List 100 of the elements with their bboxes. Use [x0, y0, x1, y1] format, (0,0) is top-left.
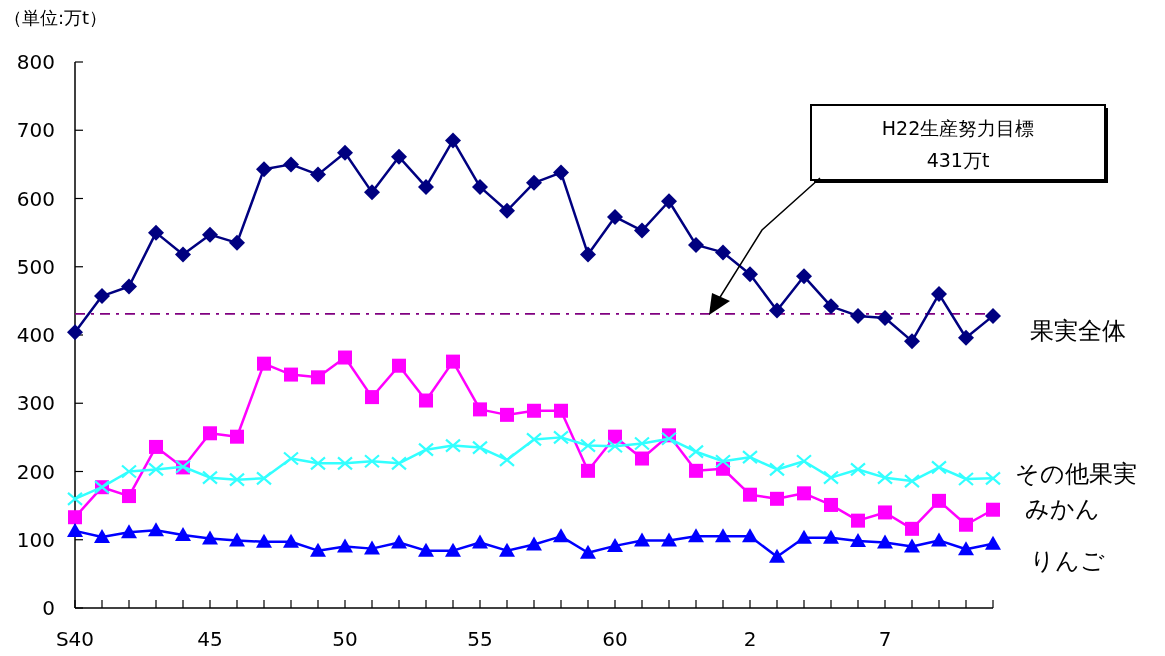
point [121, 524, 137, 539]
point [175, 526, 191, 541]
point [498, 452, 516, 467]
point [824, 497, 838, 512]
point [525, 432, 543, 447]
point [849, 462, 867, 477]
annotation: H22生産努力目標 431万t [881, 117, 1035, 171]
point [878, 505, 892, 520]
point [931, 532, 947, 547]
point [984, 471, 1002, 486]
point [418, 178, 434, 195]
point [336, 456, 354, 471]
point [957, 471, 975, 487]
x-tick-label: 60 [602, 627, 628, 651]
point [202, 530, 218, 545]
point [500, 407, 514, 422]
point [526, 174, 542, 191]
point [932, 493, 946, 508]
point [229, 234, 245, 251]
point [337, 538, 353, 553]
point [553, 528, 569, 543]
point [418, 542, 434, 557]
series-label: 果実全体 [1030, 317, 1126, 345]
point [743, 487, 757, 502]
point [985, 535, 1001, 550]
point [363, 454, 381, 469]
y-axis-title: （単位:万t） [4, 7, 108, 28]
point [985, 307, 1001, 324]
point [419, 393, 433, 408]
point [364, 540, 380, 555]
point [390, 456, 408, 471]
point [67, 522, 83, 537]
point [554, 403, 568, 418]
point [661, 532, 677, 547]
point [687, 444, 705, 459]
point [337, 144, 353, 161]
point [472, 178, 488, 195]
point [446, 354, 460, 369]
x-tick-label: 7 [878, 627, 892, 651]
point [338, 350, 352, 365]
point [633, 436, 651, 451]
x-tick-label: 2 [743, 627, 757, 651]
point [444, 438, 462, 453]
y-tick-label: 600 [16, 186, 55, 211]
point [606, 439, 624, 454]
point [365, 390, 379, 405]
point [876, 470, 894, 485]
point [958, 329, 974, 346]
y-tick-label: 400 [16, 323, 55, 347]
point [445, 542, 461, 557]
point [904, 333, 920, 350]
point [526, 536, 542, 551]
point [741, 450, 759, 465]
point [283, 533, 299, 548]
y-tick-label: 200 [16, 459, 55, 484]
point [607, 537, 623, 552]
point [796, 529, 812, 544]
point [903, 473, 921, 489]
point [282, 451, 300, 466]
point [714, 454, 732, 469]
point [202, 226, 218, 243]
point [689, 463, 703, 478]
point [822, 470, 840, 485]
point [958, 541, 974, 556]
point [580, 246, 596, 263]
point [797, 486, 811, 501]
point [148, 522, 164, 537]
point [121, 278, 137, 295]
y-tick-label: 500 [16, 254, 55, 279]
point [391, 148, 407, 165]
point [770, 491, 784, 506]
x-tick-label: 45 [197, 627, 223, 651]
point [283, 156, 299, 173]
point [930, 460, 948, 475]
point [94, 288, 110, 305]
point [823, 298, 839, 315]
point [742, 266, 758, 283]
point [94, 529, 110, 544]
point [66, 491, 84, 506]
y-tick-label: 700 [16, 118, 55, 143]
point [309, 456, 327, 471]
point [634, 532, 650, 547]
point [742, 528, 758, 543]
point [255, 471, 273, 486]
point [229, 532, 245, 547]
point [634, 222, 650, 239]
point [67, 324, 83, 341]
point [391, 534, 407, 549]
point [552, 430, 570, 445]
y-tick-label: 0 [42, 596, 55, 620]
point [715, 244, 731, 261]
point [769, 302, 785, 319]
point [148, 224, 164, 241]
series-label: りんご [1030, 547, 1105, 575]
point [931, 286, 947, 303]
series-label: その他果実 [1015, 460, 1137, 488]
series-label: みかん [1025, 495, 1100, 523]
point [230, 429, 244, 444]
point [203, 426, 217, 441]
point [310, 166, 326, 183]
